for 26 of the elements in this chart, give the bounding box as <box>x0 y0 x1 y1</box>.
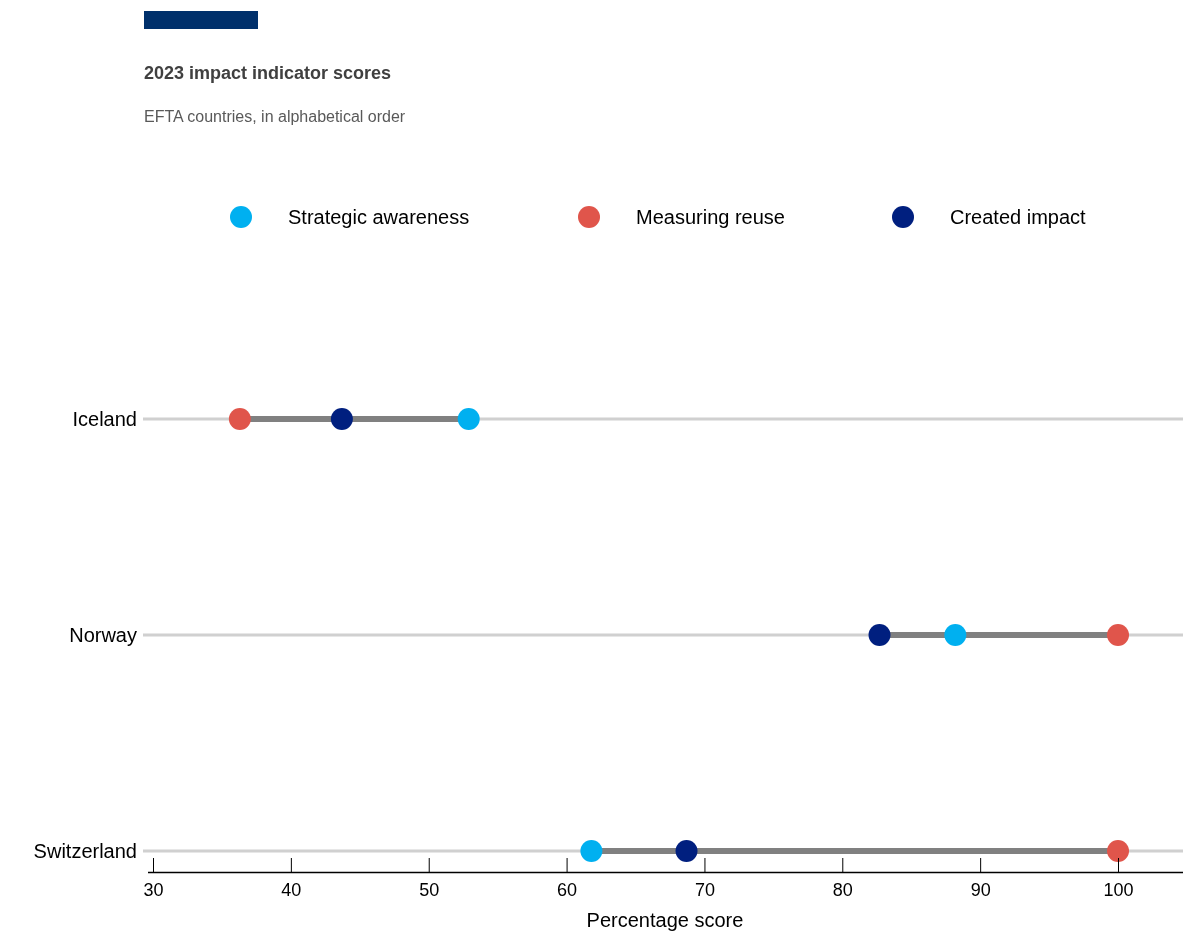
point <box>457 408 480 430</box>
point <box>330 408 353 430</box>
chart-subtitle: EFTA countries, in alphabetical order <box>144 108 406 125</box>
point <box>1107 624 1130 646</box>
x-tick-label: 60 <box>557 880 578 901</box>
point <box>868 624 891 646</box>
point <box>675 840 698 862</box>
x-tick-label: 70 <box>694 880 715 901</box>
legend-label: Strategic awareness <box>288 206 470 228</box>
x-tick-label: 100 <box>1103 880 1134 901</box>
y-tick-label: Iceland <box>72 408 137 430</box>
x-tick-label: 40 <box>281 880 302 901</box>
x-tick-label: 80 <box>832 880 853 901</box>
chart-title: 2023 impact indicator scores <box>144 63 392 83</box>
x-tick-label: 50 <box>419 880 440 901</box>
point <box>580 840 603 862</box>
x-tick-label: 30 <box>143 880 164 901</box>
point <box>228 408 251 430</box>
x-tick-label: 90 <box>970 880 991 901</box>
point <box>1107 840 1130 862</box>
y-tick-label: Norway <box>69 624 137 646</box>
point <box>944 624 967 646</box>
x-axis-title: Percentage score <box>586 909 744 931</box>
y-tick-label: Switzerland <box>33 840 137 862</box>
legend-label: Created impact <box>950 206 1087 228</box>
legend-label: Measuring reuse <box>636 206 785 228</box>
